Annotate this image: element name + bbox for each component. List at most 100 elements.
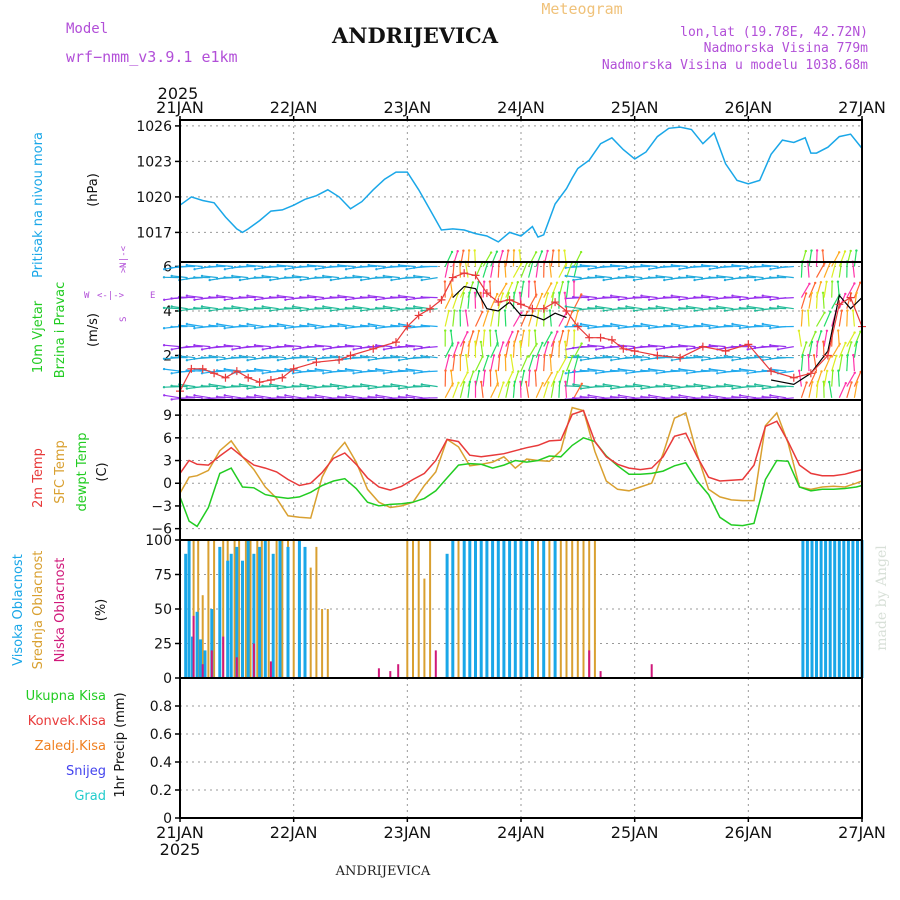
wind-arrow-head — [731, 359, 734, 362]
wind-arrow — [588, 368, 605, 372]
wind-arrow — [262, 305, 279, 310]
wind-arrow-head — [451, 382, 454, 385]
wind-arrow-head — [663, 346, 666, 350]
wind-arrow — [232, 275, 249, 279]
wind-arrow — [459, 382, 465, 398]
wind-arrow-head — [314, 298, 317, 301]
wind-arrow-head — [716, 384, 719, 387]
wind-arrow — [800, 283, 810, 298]
wind-arrow-head — [352, 384, 355, 387]
wind-arrow-head — [344, 276, 348, 279]
wind-arrow-head — [494, 329, 497, 332]
wind-arrow-head — [821, 291, 825, 294]
pressure-line — [179, 126, 863, 243]
wind-arrow — [558, 341, 560, 358]
wind-arrow-head — [700, 263, 704, 267]
wind-arrow-head — [837, 329, 840, 332]
wind-arrow-head — [563, 340, 567, 343]
wind-speed-marker — [289, 364, 298, 373]
wind-arrow — [823, 370, 828, 387]
wind-arrow — [694, 383, 711, 388]
wind-arrow — [346, 394, 362, 399]
wind-arrow-head — [831, 369, 834, 372]
y-tick-label: 1017 — [136, 225, 172, 241]
wind-arrow-head — [299, 354, 302, 358]
wind-arrow-head — [625, 305, 628, 308]
mid-cloud-bar — [207, 540, 210, 678]
wind-arrow-head — [495, 250, 499, 253]
wind-arrow-head — [821, 249, 824, 252]
wind-arrow-head — [746, 266, 749, 269]
wind-arrow-head — [716, 356, 719, 359]
wind-arrow-head — [246, 387, 249, 390]
wind-arrow — [277, 264, 294, 268]
high-cloud-bar — [502, 540, 506, 678]
wind-arrow-head — [522, 369, 526, 373]
wind-arrow — [702, 264, 719, 268]
wind-arrow-head — [806, 309, 810, 312]
wind-arrow — [315, 394, 332, 399]
y-tick-label: 1023 — [136, 154, 172, 170]
high-cloud-bar — [286, 546, 290, 678]
wind-arrow-head — [511, 370, 514, 374]
wind-arrow-head — [556, 330, 559, 333]
wind-arrow-head — [543, 353, 546, 357]
wind-arrow-head — [185, 263, 188, 267]
wind-speed-marker — [232, 367, 241, 376]
wind-arrow — [611, 396, 628, 399]
mid-cloud-bar — [588, 540, 591, 678]
wind-arrow-head — [231, 305, 234, 308]
wind-arrow — [747, 385, 764, 388]
wind-arrow-head — [518, 291, 522, 294]
wind-arrow-head — [609, 395, 613, 398]
wind-arrow-head — [810, 249, 813, 252]
wind-arrow-head — [708, 357, 711, 360]
wind-arrow-head — [246, 263, 249, 267]
wind-arrow-head — [359, 309, 363, 312]
coords-label: lon,lat (19.78E, 42.72N) — [680, 25, 868, 40]
wind-speed-marker — [346, 351, 355, 360]
wind-arrow-head — [246, 277, 249, 280]
wind-arrow — [831, 252, 840, 267]
wind-arrow-head — [231, 266, 234, 269]
wind-arrow-head — [162, 357, 166, 360]
wind-arrow-head — [527, 280, 531, 283]
high-cloud-bar — [815, 540, 818, 678]
wind-arrow-head — [284, 276, 287, 279]
wind-arrow-head — [507, 291, 510, 295]
wind-arrow-head — [185, 322, 189, 326]
wind-arrow — [846, 332, 856, 347]
wind-arrow — [573, 296, 590, 299]
wind-arrow-head — [761, 369, 764, 372]
wind-arrow-head — [602, 265, 605, 268]
wind-arrow — [201, 305, 218, 310]
wind-arrow-head — [306, 387, 310, 390]
wind-arrow-head — [731, 387, 734, 390]
wind-arrow — [534, 370, 537, 387]
wind-arrow-head — [284, 344, 287, 347]
wind-arrow — [490, 355, 495, 372]
wind-arrow — [564, 341, 568, 358]
wind-arrow — [603, 324, 620, 328]
wind-arrow-head — [314, 394, 317, 397]
low-cloud-bar — [269, 661, 272, 678]
wind-arrow-head — [291, 348, 295, 351]
wind-arrow-head — [761, 277, 764, 280]
wind-arrow-head — [670, 294, 673, 297]
wind-arrow-head — [805, 381, 808, 384]
mid-cloud-bar — [238, 540, 241, 678]
wind-arrow — [633, 324, 650, 328]
wind-arrow — [633, 383, 650, 388]
wind-arrow-head — [170, 325, 173, 328]
wind-speed-marker — [551, 298, 560, 307]
wind-legend: 10m Vjetar Brzina i Pravac (m/s) — [31, 282, 101, 379]
wind-arrow — [815, 312, 826, 327]
wind-arrow-head — [823, 311, 826, 314]
wind-arrow — [489, 281, 492, 298]
wind-arrow — [421, 296, 438, 299]
wind-arrow-head — [700, 395, 704, 398]
mid-cloud-bar — [292, 540, 295, 678]
wind-arrow-head — [617, 386, 620, 389]
low-cloud-bar — [235, 657, 238, 678]
top-date-tick-label: 22JAN — [270, 98, 318, 117]
